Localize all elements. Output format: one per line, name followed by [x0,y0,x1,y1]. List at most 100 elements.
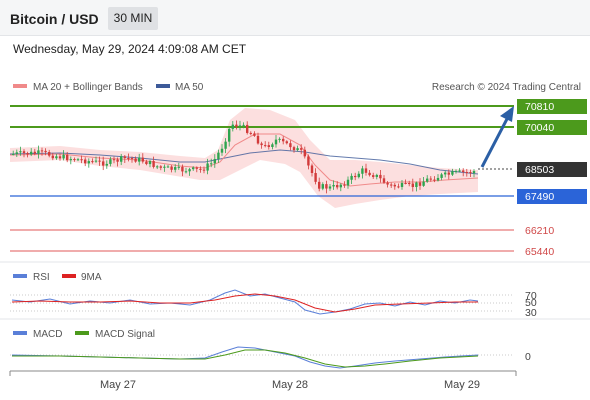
candle-body [418,182,422,186]
candle-body [130,158,134,160]
candle-body [246,124,249,133]
candle-body [105,163,108,166]
candle-body [397,186,400,188]
candle-body [343,184,346,186]
candle-body [40,150,44,152]
candle-body [458,170,461,172]
candle-body [271,144,274,147]
candle-body [37,150,40,154]
candle-body [267,145,270,147]
candle-body [177,166,180,168]
candle-body [12,153,15,155]
candle-body [390,184,393,186]
candle-body [361,168,364,174]
candle-body [242,124,245,126]
candle-body [357,173,360,178]
candle-body [213,159,216,164]
price-tag-67490-text: 67490 [525,191,554,203]
candle-body [354,175,357,178]
candle-body [98,160,101,162]
rsi-level-70: 70 [525,290,537,302]
candle-body [444,172,447,175]
candle-body [15,152,18,154]
research-credit: Research © 2024 Trading Central [432,82,581,93]
candle-body [62,154,65,159]
candle-body [58,156,62,159]
candle-body [134,158,137,162]
candle-body [260,143,263,146]
price-tag-68503-text: 68503 [525,164,554,176]
candle-body [235,124,238,127]
candle-body [382,178,386,183]
candle-body [33,151,36,154]
candle-body [296,148,299,151]
x-axis-label-may29: May 29 [444,379,480,391]
candle-body [346,179,350,186]
candle-body [220,148,224,153]
candle-body [328,186,332,189]
candle-body [69,159,72,161]
macd-signal-legend-label: MACD Signal [95,329,155,340]
candle-body [264,145,267,147]
candle-body [156,166,159,168]
rsi-ma-legend-swatch [62,274,76,278]
candle-body [44,150,47,153]
candle-body [465,172,468,174]
candle-body [350,175,353,180]
candle-body [181,166,184,172]
candle-body [307,156,310,166]
candle-body [141,157,144,162]
candle-body [152,161,155,167]
candle-body [469,172,472,174]
candle-body [462,170,465,173]
candle-body [339,184,342,188]
candle-body [314,172,317,182]
candle-body [289,143,292,148]
candle-body [26,153,29,155]
x-axis-label-may27: May 27 [100,379,136,391]
candle-body [249,132,252,134]
candle-body [91,161,94,163]
candle-body [30,151,33,155]
candlestick-series [12,120,476,194]
candle-body [123,156,126,159]
macd-legend-swatch [13,331,27,335]
candle-body [127,158,130,160]
candle-body [184,171,188,173]
candle-body [170,166,173,170]
candle-body [109,159,112,164]
candle-body [364,168,368,173]
ma50-legend-swatch [156,84,170,88]
candle-body [386,182,389,185]
candle-body [202,169,206,171]
candle-body [73,159,76,161]
candle-body [192,167,195,170]
macd-legend-label: MACD [33,329,62,340]
rsi-legend-swatch [13,274,27,278]
candle-body [217,152,220,160]
price-tag-70810 [517,99,587,114]
candle-body [80,159,83,161]
candle-body [400,183,404,187]
candle-body [278,138,281,140]
candle-body [253,133,256,136]
candle-body [440,174,443,178]
candle-body [375,174,378,177]
price-tag-70040 [517,120,587,135]
price-level-lines [10,105,514,252]
timeframe-button[interactable]: 30 MIN [108,7,158,30]
rsi-legend-label: RSI [33,272,50,283]
candle-body [447,172,450,175]
candle-body [292,147,296,151]
price-tag-66210-text: 66210 [525,225,554,237]
candle-body [199,168,202,170]
forecast-arrow-head [500,106,514,122]
candle-body [379,174,382,179]
candle-body [120,156,123,162]
macd-signal-line [12,349,479,368]
candle-body [148,161,152,165]
candle-body [195,167,198,169]
chart-header: Bitcoin / USD 30 MIN [0,0,590,36]
candle-body [325,184,328,189]
